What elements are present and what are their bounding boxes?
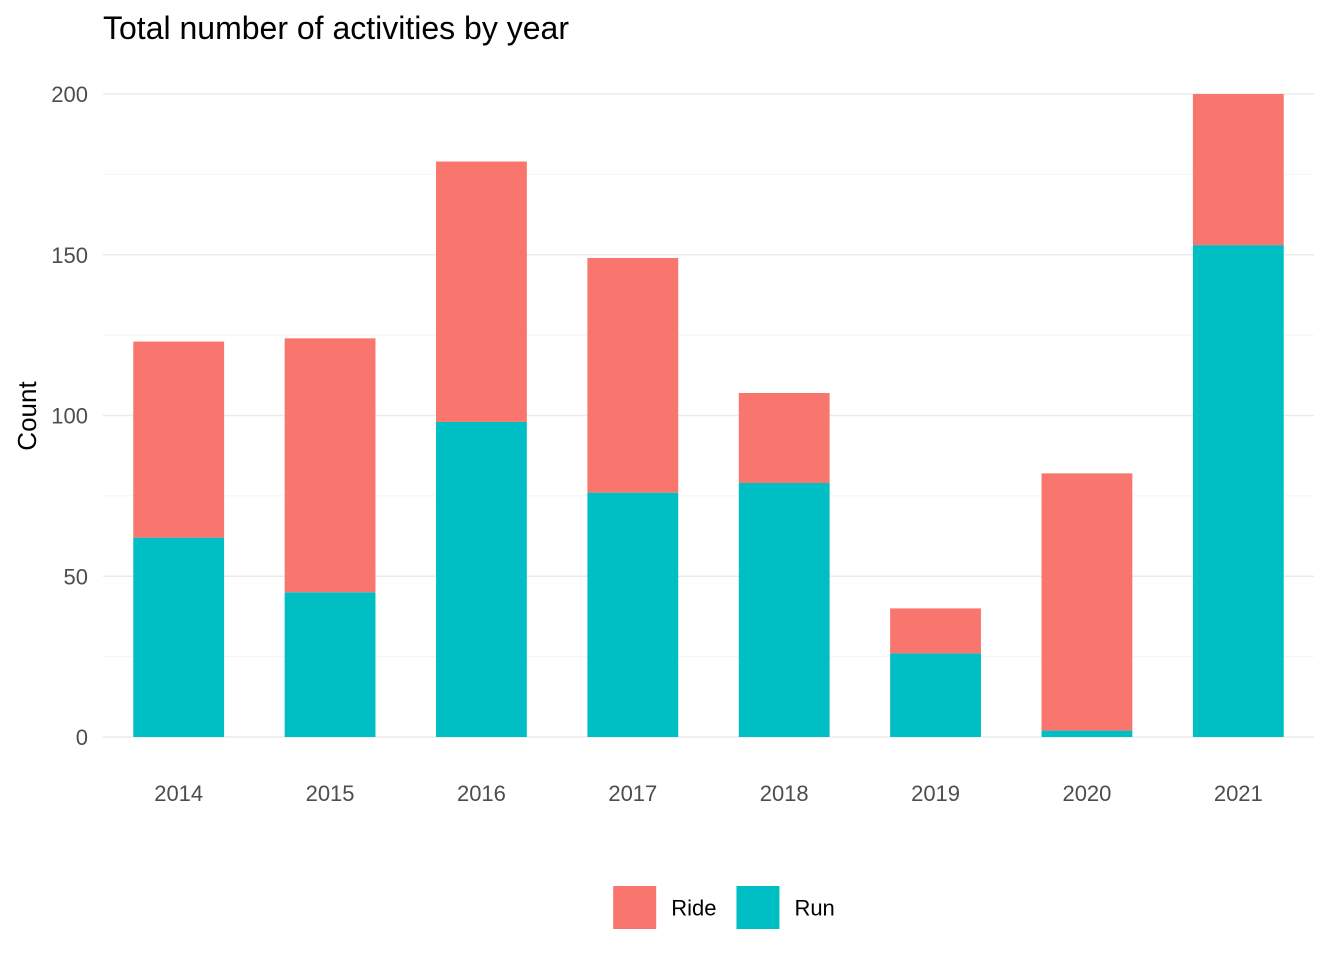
legend-key-run	[736, 886, 780, 929]
legend-key-ride	[613, 886, 657, 929]
bar-run-2014	[133, 537, 225, 737]
y-axis-title: Count	[12, 381, 42, 451]
x-tick-label: 2019	[911, 781, 960, 806]
x-tick-label: 2016	[457, 781, 506, 806]
x-tick-label: 2020	[1062, 781, 1111, 806]
bar-ride-2020	[1041, 473, 1133, 731]
legend: Ride Run	[613, 886, 835, 929]
y-tick-label: 200	[51, 82, 88, 107]
bar-run-2018	[738, 483, 830, 737]
x-tick-labels: 2014 2015 2016 2017 2018 2019 2020 2021	[154, 781, 1263, 806]
x-tick-label: 2018	[760, 781, 809, 806]
y-tick-label: 0	[76, 725, 88, 750]
bar-ride-2016	[436, 161, 527, 422]
bar-ride-2015	[284, 338, 376, 593]
legend-label-ride: Ride	[671, 896, 716, 921]
legend-label-run: Run	[794, 896, 834, 921]
bar-run-2020	[1041, 730, 1133, 737]
bar-ride-2021	[1192, 94, 1284, 246]
x-tick-label: 2021	[1214, 781, 1263, 806]
bar-run-2015	[284, 592, 376, 737]
bar-ride-2018	[738, 392, 830, 484]
y-tick-label: 50	[64, 564, 88, 589]
y-tick-labels: 0 50 100 150 200	[51, 82, 88, 750]
bar-ride-2014	[133, 341, 225, 538]
x-tick-label: 2015	[306, 781, 355, 806]
bars	[133, 94, 1284, 738]
x-tick-label: 2017	[608, 781, 657, 806]
bar-run-2016	[436, 421, 527, 737]
y-tick-label: 100	[51, 404, 88, 429]
bar-run-2017	[587, 492, 679, 737]
y-tick-label: 150	[51, 243, 88, 268]
bar-run-2021	[1192, 245, 1284, 738]
x-tick-label: 2014	[154, 781, 203, 806]
chart-title: Total number of activities by year	[103, 10, 569, 46]
bar-ride-2019	[890, 608, 981, 654]
bar-run-2019	[890, 653, 981, 737]
bar-ride-2017	[587, 257, 679, 493]
